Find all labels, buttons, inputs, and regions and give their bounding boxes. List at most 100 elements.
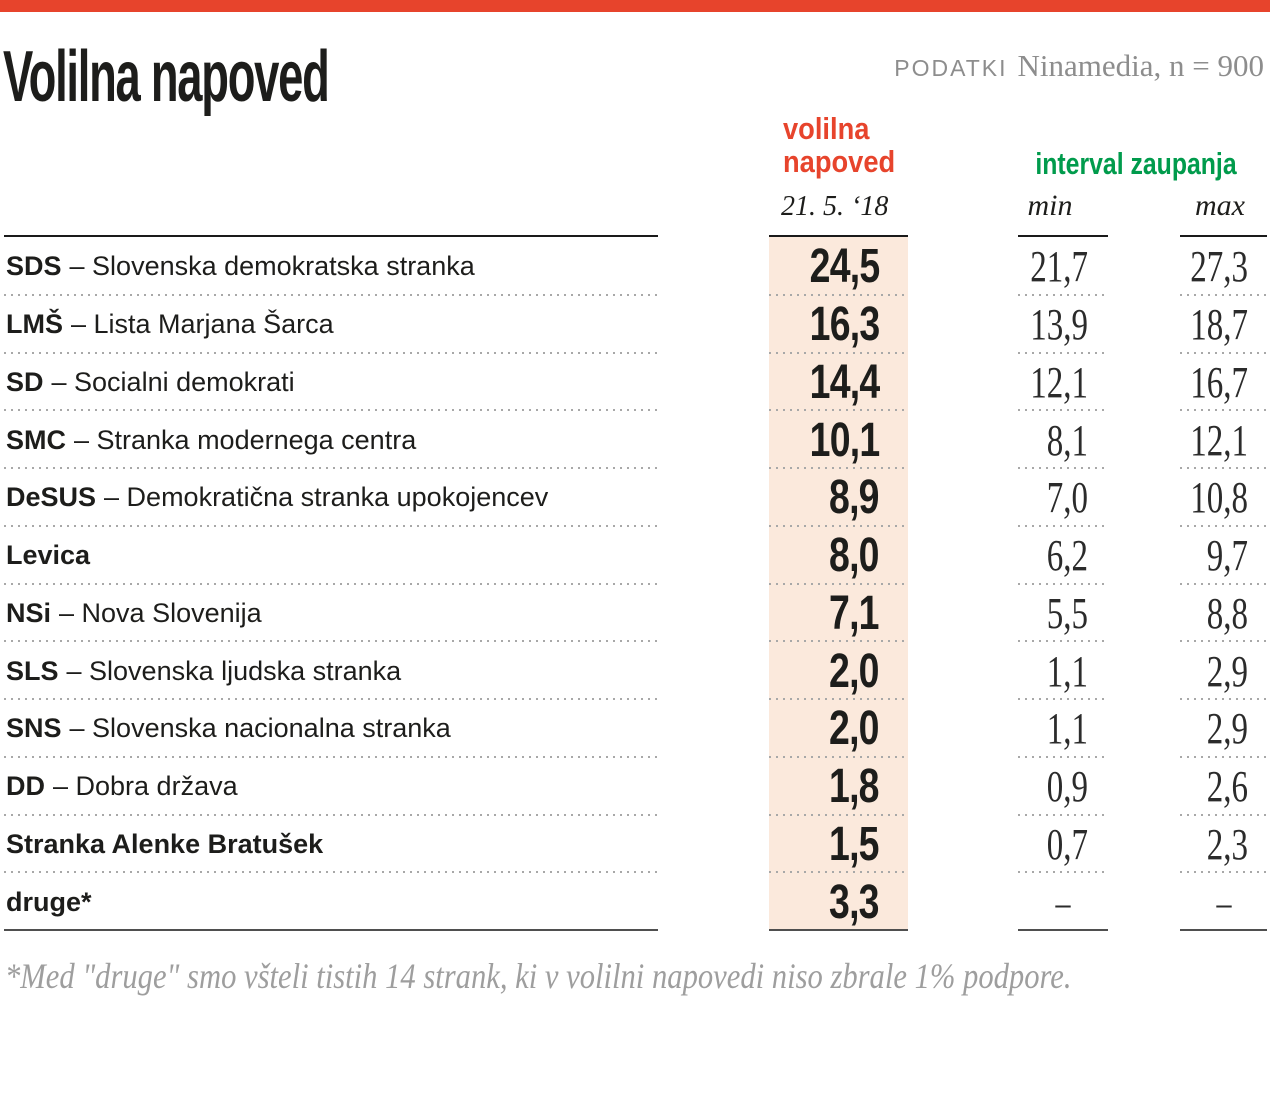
table-row: DD – Dobra država 1,8 0,9 2,6 bbox=[0, 757, 1270, 816]
max-value: 27,3 bbox=[1190, 242, 1248, 292]
forecast-value: 14,4 bbox=[809, 355, 880, 409]
min-value: 8,1 bbox=[1046, 415, 1088, 465]
party-name: – Demokratična stranka upokojencev bbox=[104, 482, 549, 513]
forecast-value: 2,0 bbox=[829, 702, 879, 756]
forecast-value: 8,9 bbox=[829, 471, 879, 525]
min-cell: 5,5 bbox=[1018, 584, 1108, 643]
table-row: DeSUS – Demokratična stranka upokojencev 8… bbox=[0, 469, 1270, 527]
min-cell: 8,1 bbox=[1018, 411, 1108, 469]
forecast-cell: 10,1 bbox=[769, 411, 908, 469]
party-cell: druge* bbox=[4, 873, 658, 931]
forecast-cell: 1,5 bbox=[769, 815, 908, 874]
min-column-header: min bbox=[1027, 189, 1073, 222]
min-value: 0,9 bbox=[1046, 762, 1088, 812]
max-cell: 2,3 bbox=[1180, 815, 1267, 874]
header-rule-max bbox=[1180, 235, 1267, 237]
table-row: SDS – Slovenska demokratska stranka 24,5 21… bbox=[0, 238, 1270, 296]
min-cell: 12,1 bbox=[1018, 353, 1108, 412]
party-cell: LMŠ – Lista Marjana Šarca bbox=[4, 295, 658, 354]
party-cell: NSi – Nova Slovenija bbox=[4, 584, 658, 643]
forecast-cell: 2,0 bbox=[769, 642, 908, 700]
forecast-cell: 14,4 bbox=[769, 353, 908, 412]
party-abbr: SDS bbox=[6, 251, 62, 282]
party-name: – Slovenska demokratska stranka bbox=[69, 251, 475, 282]
party-cell: Stranka Alenke Bratušek bbox=[4, 815, 658, 874]
min-value: 21,7 bbox=[1030, 242, 1088, 292]
source-label: PODATKI bbox=[894, 55, 1008, 81]
forecast-value: 1,8 bbox=[829, 760, 879, 814]
forecast-value: 1,5 bbox=[829, 817, 879, 871]
party-cell: SD – Socialni demokrati bbox=[4, 353, 658, 412]
header-rule-forecast bbox=[769, 235, 908, 237]
party-abbr: Levica bbox=[6, 540, 91, 571]
table-row: SMC – Stranka modernega centra 10,1 8,1 12,1 bbox=[0, 411, 1270, 469]
max-cell: 12,1 bbox=[1180, 411, 1267, 469]
party-abbr: druge* bbox=[6, 886, 92, 917]
max-value: 18,7 bbox=[1190, 300, 1248, 350]
min-cell: 13,9 bbox=[1018, 295, 1108, 354]
forecast-cell: 16,3 bbox=[769, 295, 908, 354]
party-name: – Nova Slovenija bbox=[59, 597, 262, 628]
party-name: – Socialni demokrati bbox=[51, 366, 295, 397]
party-abbr: SLS bbox=[6, 655, 59, 686]
party-name: – Stranka modernega centra bbox=[74, 424, 417, 455]
party-abbr: DeSUS bbox=[6, 482, 97, 513]
party-abbr: SNS bbox=[6, 713, 62, 744]
party-cell: DeSUS – Demokratična stranka upokojencev bbox=[4, 469, 658, 527]
min-cell: 0,7 bbox=[1018, 815, 1108, 874]
max-value: 12,1 bbox=[1190, 415, 1248, 465]
min-cell: 21,7 bbox=[1018, 238, 1108, 296]
forecast-cell: 1,8 bbox=[769, 757, 908, 816]
party-cell: DD – Dobra država bbox=[4, 757, 658, 816]
min-cell: 1,1 bbox=[1018, 642, 1108, 700]
max-column-header: max bbox=[1195, 189, 1245, 222]
max-cell: 2,9 bbox=[1180, 700, 1267, 758]
max-value: 2,6 bbox=[1206, 762, 1248, 812]
min-value: 0,7 bbox=[1046, 819, 1088, 869]
max-value: 9,7 bbox=[1206, 531, 1248, 581]
party-abbr: DD bbox=[6, 771, 45, 802]
max-value: – bbox=[1216, 879, 1231, 925]
party-cell: SMC – Stranka modernega centra bbox=[4, 411, 658, 469]
forecast-value: 2,0 bbox=[829, 644, 879, 698]
forecast-cell: 24,5 bbox=[769, 238, 908, 296]
forecast-column-header: volilna napoved bbox=[783, 111, 896, 179]
forecast-value: 24,5 bbox=[809, 240, 880, 294]
min-value: 5,5 bbox=[1046, 588, 1088, 638]
top-accent-bar bbox=[0, 0, 1270, 12]
party-name: – Slovenska nacionalna stranka bbox=[69, 713, 451, 744]
max-cell: 9,7 bbox=[1180, 526, 1267, 585]
max-cell: 18,7 bbox=[1180, 295, 1267, 354]
forecast-cell: 8,0 bbox=[769, 526, 908, 585]
data-source: PODATKI Ninamedia, n = 900 bbox=[894, 48, 1264, 84]
forecast-value: 16,3 bbox=[809, 298, 880, 352]
max-cell: 10,8 bbox=[1180, 469, 1267, 527]
min-value: 1,1 bbox=[1046, 704, 1088, 754]
table-row: druge* 3,3 – – bbox=[0, 873, 1270, 931]
forecast-date-header: 21. 5. ‘18 bbox=[781, 191, 889, 222]
forecast-value: 10,1 bbox=[809, 413, 880, 467]
table-row: SLS – Slovenska ljudska stranka 2,0 1,1 2,9 bbox=[0, 642, 1270, 700]
max-cell: 2,6 bbox=[1180, 757, 1267, 816]
party-name: – Slovenska ljudska stranka bbox=[66, 655, 402, 686]
max-value: 10,8 bbox=[1190, 473, 1248, 523]
table-row: LMŠ – Lista Marjana Šarca 16,3 13,9 18,7 bbox=[0, 295, 1270, 354]
table-row: SNS – Slovenska nacionalna stranka 2,0 1,1 2… bbox=[0, 700, 1270, 758]
header-rule-min bbox=[1018, 235, 1108, 237]
party-abbr: SMC bbox=[6, 424, 66, 455]
party-name: – Dobra država bbox=[53, 771, 238, 802]
table-row: NSi – Nova Slovenija 7,1 5,5 8,8 bbox=[0, 584, 1270, 643]
max-cell: 16,7 bbox=[1180, 353, 1267, 412]
max-cell: – bbox=[1180, 873, 1267, 931]
forecast-cell: 7,1 bbox=[769, 584, 908, 643]
source-value: Ninamedia, n = 900 bbox=[1017, 48, 1265, 83]
party-cell: Levica bbox=[4, 526, 658, 585]
min-cell: – bbox=[1018, 873, 1108, 931]
min-cell: 7,0 bbox=[1018, 469, 1108, 527]
table-row: Stranka Alenke Bratušek 1,5 0,7 2,3 bbox=[0, 815, 1270, 874]
min-value: 12,1 bbox=[1030, 357, 1088, 407]
min-cell: 0,9 bbox=[1018, 757, 1108, 816]
header-rule-party bbox=[4, 235, 658, 237]
max-value: 8,8 bbox=[1206, 588, 1248, 638]
min-value: 7,0 bbox=[1046, 473, 1088, 523]
